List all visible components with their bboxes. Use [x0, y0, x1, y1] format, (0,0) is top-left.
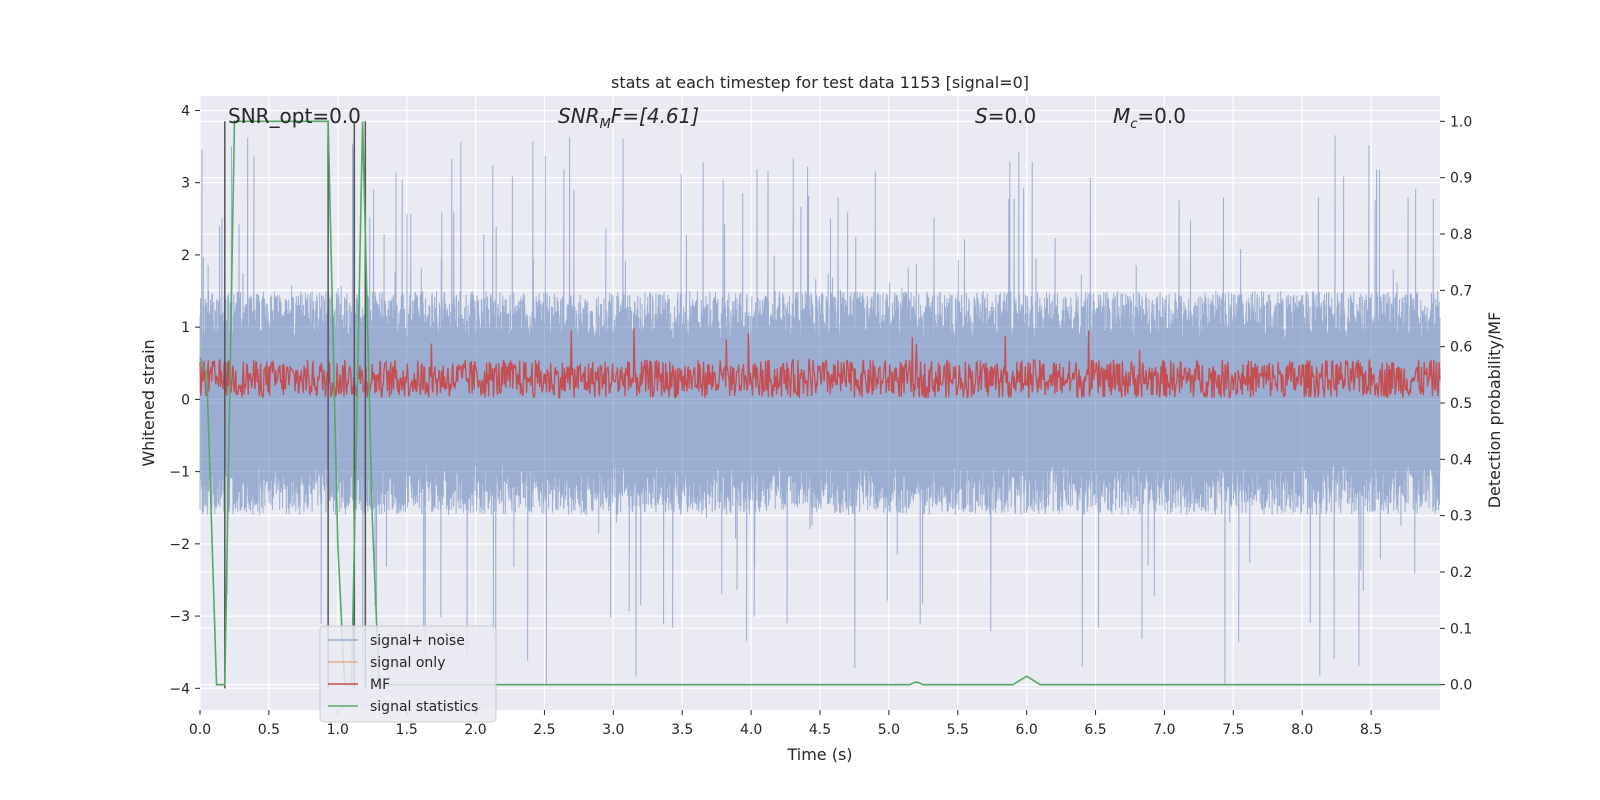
- y2-tick-label: 0.4: [1450, 452, 1472, 468]
- y2-tick-label: 0.9: [1450, 171, 1472, 187]
- x-tick-label: 7.0: [1153, 722, 1175, 738]
- s-var: S: [975, 104, 988, 128]
- y-tick-label: 2: [181, 248, 190, 264]
- mf-series: [199, 327, 1441, 400]
- x-tick-label: 3.0: [602, 722, 624, 738]
- y-axis-label: Whitened strain: [139, 339, 158, 466]
- y2-tick-label: 0.5: [1450, 396, 1472, 412]
- signal-noise-trace: [199, 135, 1441, 685]
- x-tick-label: 8.5: [1360, 722, 1382, 738]
- mc-annotation: Mc=0.0: [1113, 104, 1186, 132]
- chart-title: stats at each timestep for test data 115…: [611, 73, 1029, 92]
- y2-tick-label: 0.2: [1450, 565, 1472, 581]
- x-tick-label: 1.5: [396, 722, 418, 738]
- x-tick-label: 8.0: [1291, 722, 1313, 738]
- y-tick-label: 0: [181, 392, 190, 408]
- mc-var: M: [1113, 104, 1130, 128]
- y2-tick-label: 0.0: [1450, 678, 1472, 694]
- y-tick-label: −2: [169, 537, 190, 553]
- x-tick-label: 5.5: [947, 722, 969, 738]
- x-tick-label: 2.5: [533, 722, 555, 738]
- y-tick-label: 3: [181, 176, 190, 192]
- y-tick-label: 1: [181, 320, 190, 336]
- snr-opt-annotation: SNR_opt=0.0: [228, 104, 361, 128]
- y-tick-label: −4: [169, 681, 190, 697]
- y2-tick-label: 0.3: [1450, 509, 1472, 525]
- x-tick-label: 6.5: [1084, 722, 1106, 738]
- y2-tick-label: 1.0: [1450, 114, 1472, 130]
- x-tick-label: 4.0: [740, 722, 762, 738]
- y2-tick-label: 0.7: [1450, 283, 1472, 299]
- y2-tick-label: 0.8: [1450, 227, 1472, 243]
- y-tick-label: −3: [169, 609, 190, 625]
- y-tick-label: 4: [181, 103, 190, 119]
- x-tick-label: 0.0: [189, 722, 211, 738]
- x-tick-label: 0.5: [258, 722, 280, 738]
- s-annotation: S=0.0: [975, 104, 1036, 128]
- y2-tick-label: 0.6: [1450, 340, 1472, 356]
- x-tick-label: 7.5: [1222, 722, 1244, 738]
- legend: signal+ noise signal only MF signal stat…: [319, 625, 497, 723]
- x-tick-label: 3.5: [671, 722, 693, 738]
- vertical-markers: [224, 121, 367, 689]
- x-tick-label: 6.0: [1016, 722, 1038, 738]
- legend-label-mf: MF: [370, 677, 390, 693]
- snr-mf-annotation: SNRMF=[4.61]: [558, 104, 699, 132]
- y2-axis-label: Detection probability/MF: [1485, 312, 1504, 509]
- x-tick-label: 4.5: [809, 722, 831, 738]
- snr-mf-sub: M: [600, 117, 611, 132]
- y-tick-label: −1: [169, 465, 190, 481]
- snr-mf-base: SNR: [558, 104, 600, 128]
- mf-trace: [199, 327, 1441, 400]
- s-rest: =0.0: [988, 104, 1037, 128]
- snr-mf-rest: F=[4.61]: [611, 104, 699, 128]
- signal-noise-series: [199, 135, 1441, 685]
- mc-sub: c: [1130, 117, 1137, 132]
- legend-label-signal-statistics: signal statistics: [370, 699, 478, 715]
- legend-label-signal-noise: signal+ noise: [370, 633, 465, 649]
- x-tick-label: 2.0: [464, 722, 486, 738]
- x-tick-label: 5.0: [878, 722, 900, 738]
- y2-tick-label: 0.1: [1450, 621, 1472, 637]
- legend-box: [319, 625, 497, 723]
- x-axis-label: Time (s): [786, 745, 852, 764]
- ticks: 0.0 0.5 1.0 1.5 2.0 2.5 3.0 3.5 4.0 4.5 5.0 5.5 6.0 6…: [169, 103, 1472, 738]
- mc-rest: =0.0: [1137, 104, 1186, 128]
- legend-label-signal-only: signal only: [370, 655, 445, 671]
- snr-mf-rest-text: F=[4.61]: [611, 104, 699, 128]
- x-tick-label: 1.0: [327, 722, 349, 738]
